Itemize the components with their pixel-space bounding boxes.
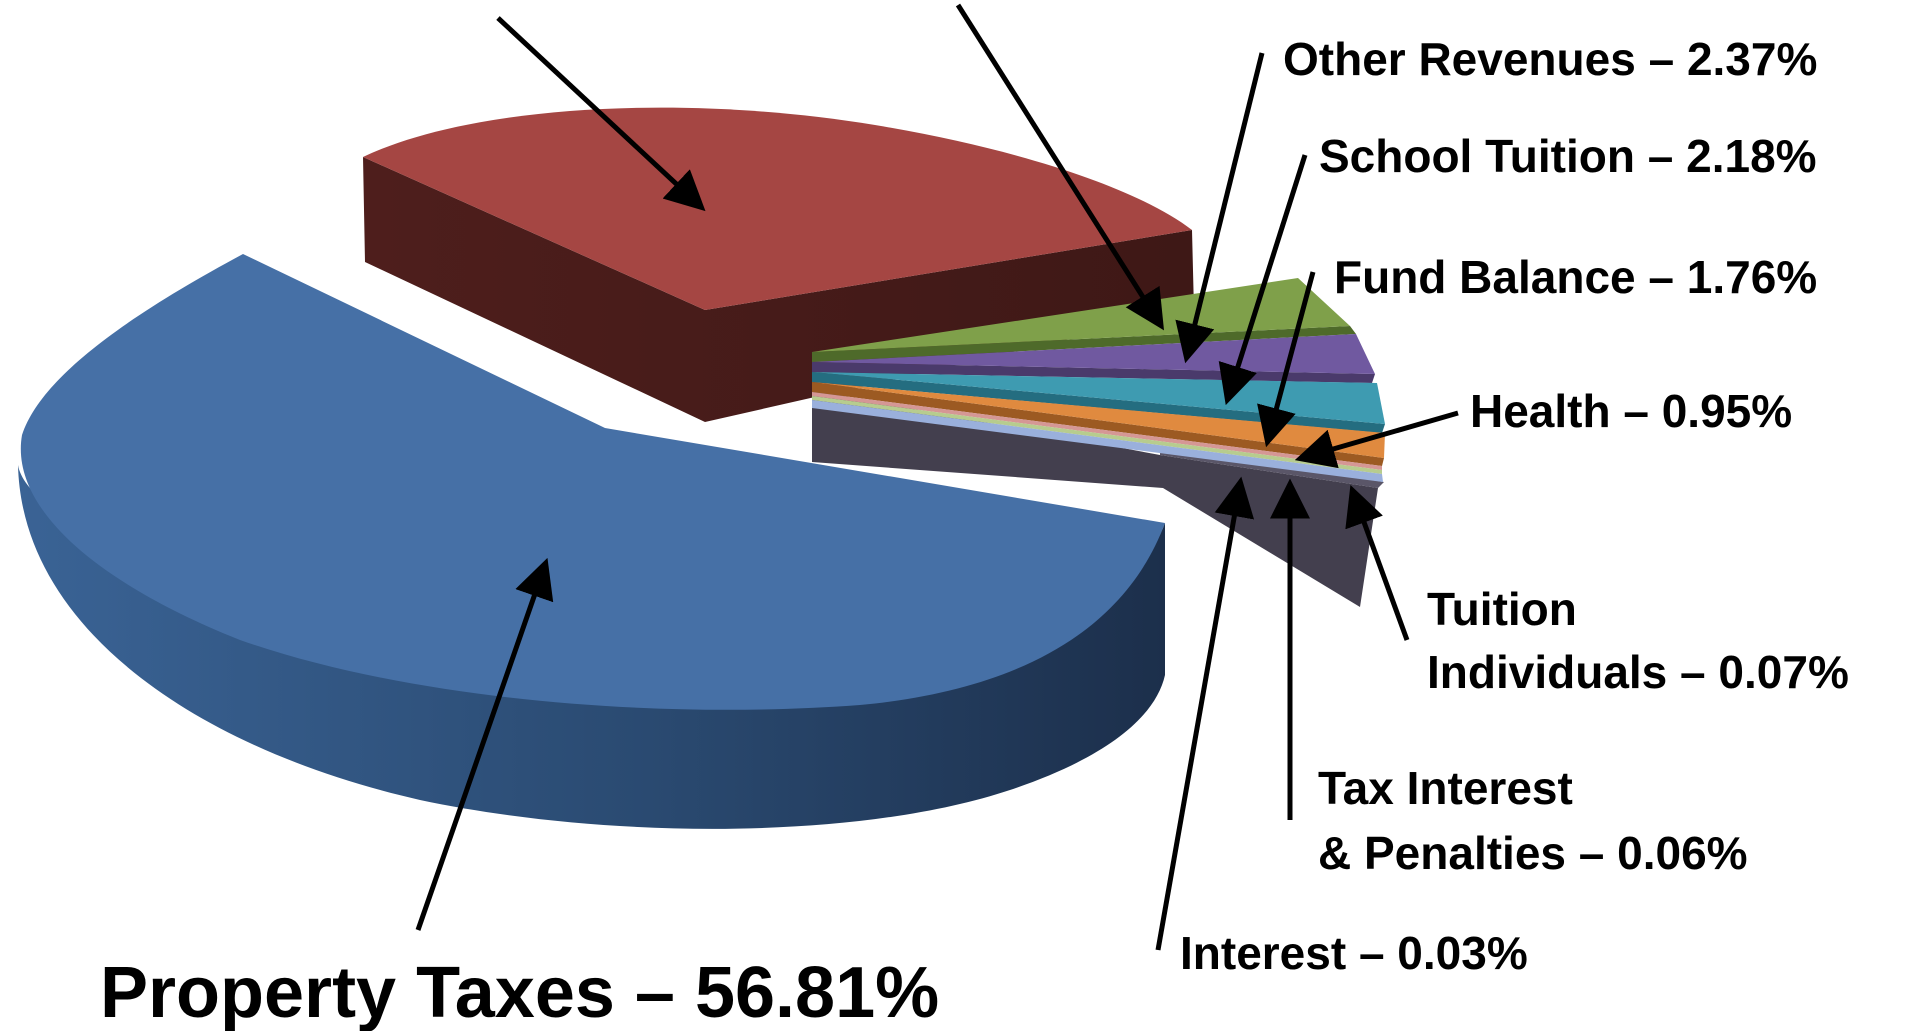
label-tuition-line2: Individuals – 0.07%: [1427, 646, 1849, 698]
label-health: Health – 0.95%: [1470, 385, 1792, 437]
arrow-tuition-individuals: [1345, 484, 1410, 641]
labels: Other Revenues – 2.37% School Tuition – …: [100, 33, 1849, 1031]
label-tuition-line1: Tuition: [1427, 583, 1577, 635]
arrow-health: [1294, 410, 1459, 469]
slice-side-orange: [812, 382, 1384, 466]
arrow-red-slice: [496, 16, 706, 212]
arrow-property-taxes: [415, 557, 554, 931]
slice-group-small: [812, 278, 1385, 607]
pie-slice: [812, 396, 1382, 474]
slice-side-green: [812, 326, 1356, 362]
label-fund-balance: Fund Balance – 1.76%: [1334, 251, 1817, 303]
slice-side-gray: [812, 390, 1378, 607]
pie-slice: [812, 382, 1385, 458]
slice-side-blue: [18, 465, 1165, 829]
label-other-revenues: Other Revenues – 2.37%: [1283, 33, 1817, 85]
pie-slice: [812, 278, 1350, 352]
label-property-taxes: Property Taxes – 56.81%: [100, 953, 939, 1031]
arrow-interest: [1155, 476, 1255, 951]
arrow-school-tuition: [1218, 154, 1308, 406]
slice-side-teal: [812, 372, 1385, 433]
label-school-tuition: School Tuition – 2.18%: [1319, 130, 1817, 182]
pie-slice: [363, 107, 1192, 311]
pie-slice: [20, 254, 1165, 710]
label-tax-interest-line1: Tax Interest: [1318, 762, 1573, 814]
pie-slice: [812, 392, 1382, 470]
label-tax-interest-line2: & Penalties – 0.06%: [1318, 827, 1748, 879]
label-interest: Interest – 0.03%: [1180, 927, 1528, 979]
arrow-green-slice: [955, 3, 1165, 331]
arrow-other-revenues: [1175, 52, 1265, 364]
slice-group-blue: [18, 254, 1165, 829]
leader-lines: [415, 3, 1459, 951]
arrow-fund-balance: [1257, 271, 1316, 448]
pie-slice: [812, 400, 1383, 482]
